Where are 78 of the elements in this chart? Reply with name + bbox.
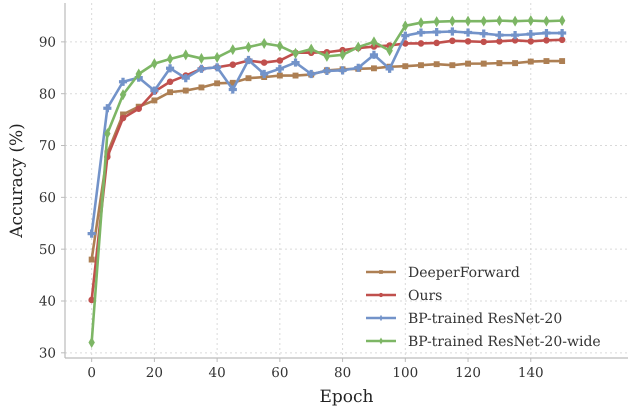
point xyxy=(167,89,174,96)
point xyxy=(432,28,441,36)
x-tick-label: 0 xyxy=(87,365,96,381)
point xyxy=(480,38,487,46)
point xyxy=(480,60,487,67)
x-tick-label: 120 xyxy=(455,365,481,381)
point xyxy=(166,64,174,72)
y-axis-title: Accuracy (%) xyxy=(7,123,27,239)
point xyxy=(496,38,503,45)
y-tick-label: 40 xyxy=(38,294,56,310)
point xyxy=(527,38,534,45)
point xyxy=(291,58,300,67)
x-tick-label: 100 xyxy=(392,365,418,381)
y-tick-label: 90 xyxy=(38,34,56,51)
point xyxy=(495,31,504,40)
point xyxy=(103,104,112,112)
point xyxy=(166,78,174,86)
point xyxy=(496,60,502,66)
point xyxy=(401,32,410,40)
point xyxy=(558,36,566,44)
x-axis-title: Epoch xyxy=(320,387,374,407)
point xyxy=(418,62,424,68)
point xyxy=(246,75,252,82)
point xyxy=(88,256,95,262)
point xyxy=(464,38,472,45)
point xyxy=(370,65,377,72)
point xyxy=(118,78,128,86)
point xyxy=(526,30,535,38)
legend-label: BP-trained ResNet-20-wide xyxy=(408,334,601,350)
x-tick-label: 60 xyxy=(271,365,288,381)
y-tick-label: 60 xyxy=(38,190,56,206)
point xyxy=(182,88,189,94)
point xyxy=(120,114,126,122)
point xyxy=(418,40,424,47)
point xyxy=(543,37,550,44)
point xyxy=(230,61,236,68)
point xyxy=(260,70,268,78)
x-tick-label: 40 xyxy=(208,365,226,381)
point xyxy=(512,60,518,66)
y-tick-label: 80 xyxy=(38,86,56,102)
legend-label: BP-trained ResNet-20 xyxy=(408,310,562,327)
point xyxy=(402,63,408,70)
point xyxy=(182,74,190,82)
y-tick-label: 30 xyxy=(38,346,56,362)
point xyxy=(480,30,488,38)
point xyxy=(449,38,456,44)
legend-label: Ours xyxy=(408,288,442,304)
point xyxy=(449,62,456,68)
legend-label: DeeperForward xyxy=(408,264,520,281)
x-tick-label: 80 xyxy=(334,365,352,381)
point xyxy=(558,28,566,38)
point xyxy=(276,57,284,64)
point xyxy=(198,84,204,90)
y-tick-label: 70 xyxy=(38,138,56,154)
point xyxy=(416,28,426,37)
point xyxy=(511,31,520,40)
point xyxy=(292,72,298,79)
point xyxy=(276,64,284,73)
point xyxy=(276,72,283,79)
point xyxy=(386,64,394,73)
point xyxy=(151,97,158,104)
point xyxy=(448,27,456,36)
point xyxy=(88,230,96,238)
x-tick-label: 140 xyxy=(518,365,544,381)
point xyxy=(434,61,440,68)
point xyxy=(559,58,566,64)
y-tick-label: 50 xyxy=(38,242,56,258)
point xyxy=(544,58,550,64)
point xyxy=(464,28,472,37)
point xyxy=(228,85,237,94)
point xyxy=(465,60,471,67)
point xyxy=(433,40,440,46)
point xyxy=(370,50,378,59)
x-tick-label: 20 xyxy=(146,365,163,381)
point xyxy=(542,28,551,38)
point xyxy=(260,59,268,66)
point xyxy=(214,80,220,86)
point xyxy=(528,58,534,65)
